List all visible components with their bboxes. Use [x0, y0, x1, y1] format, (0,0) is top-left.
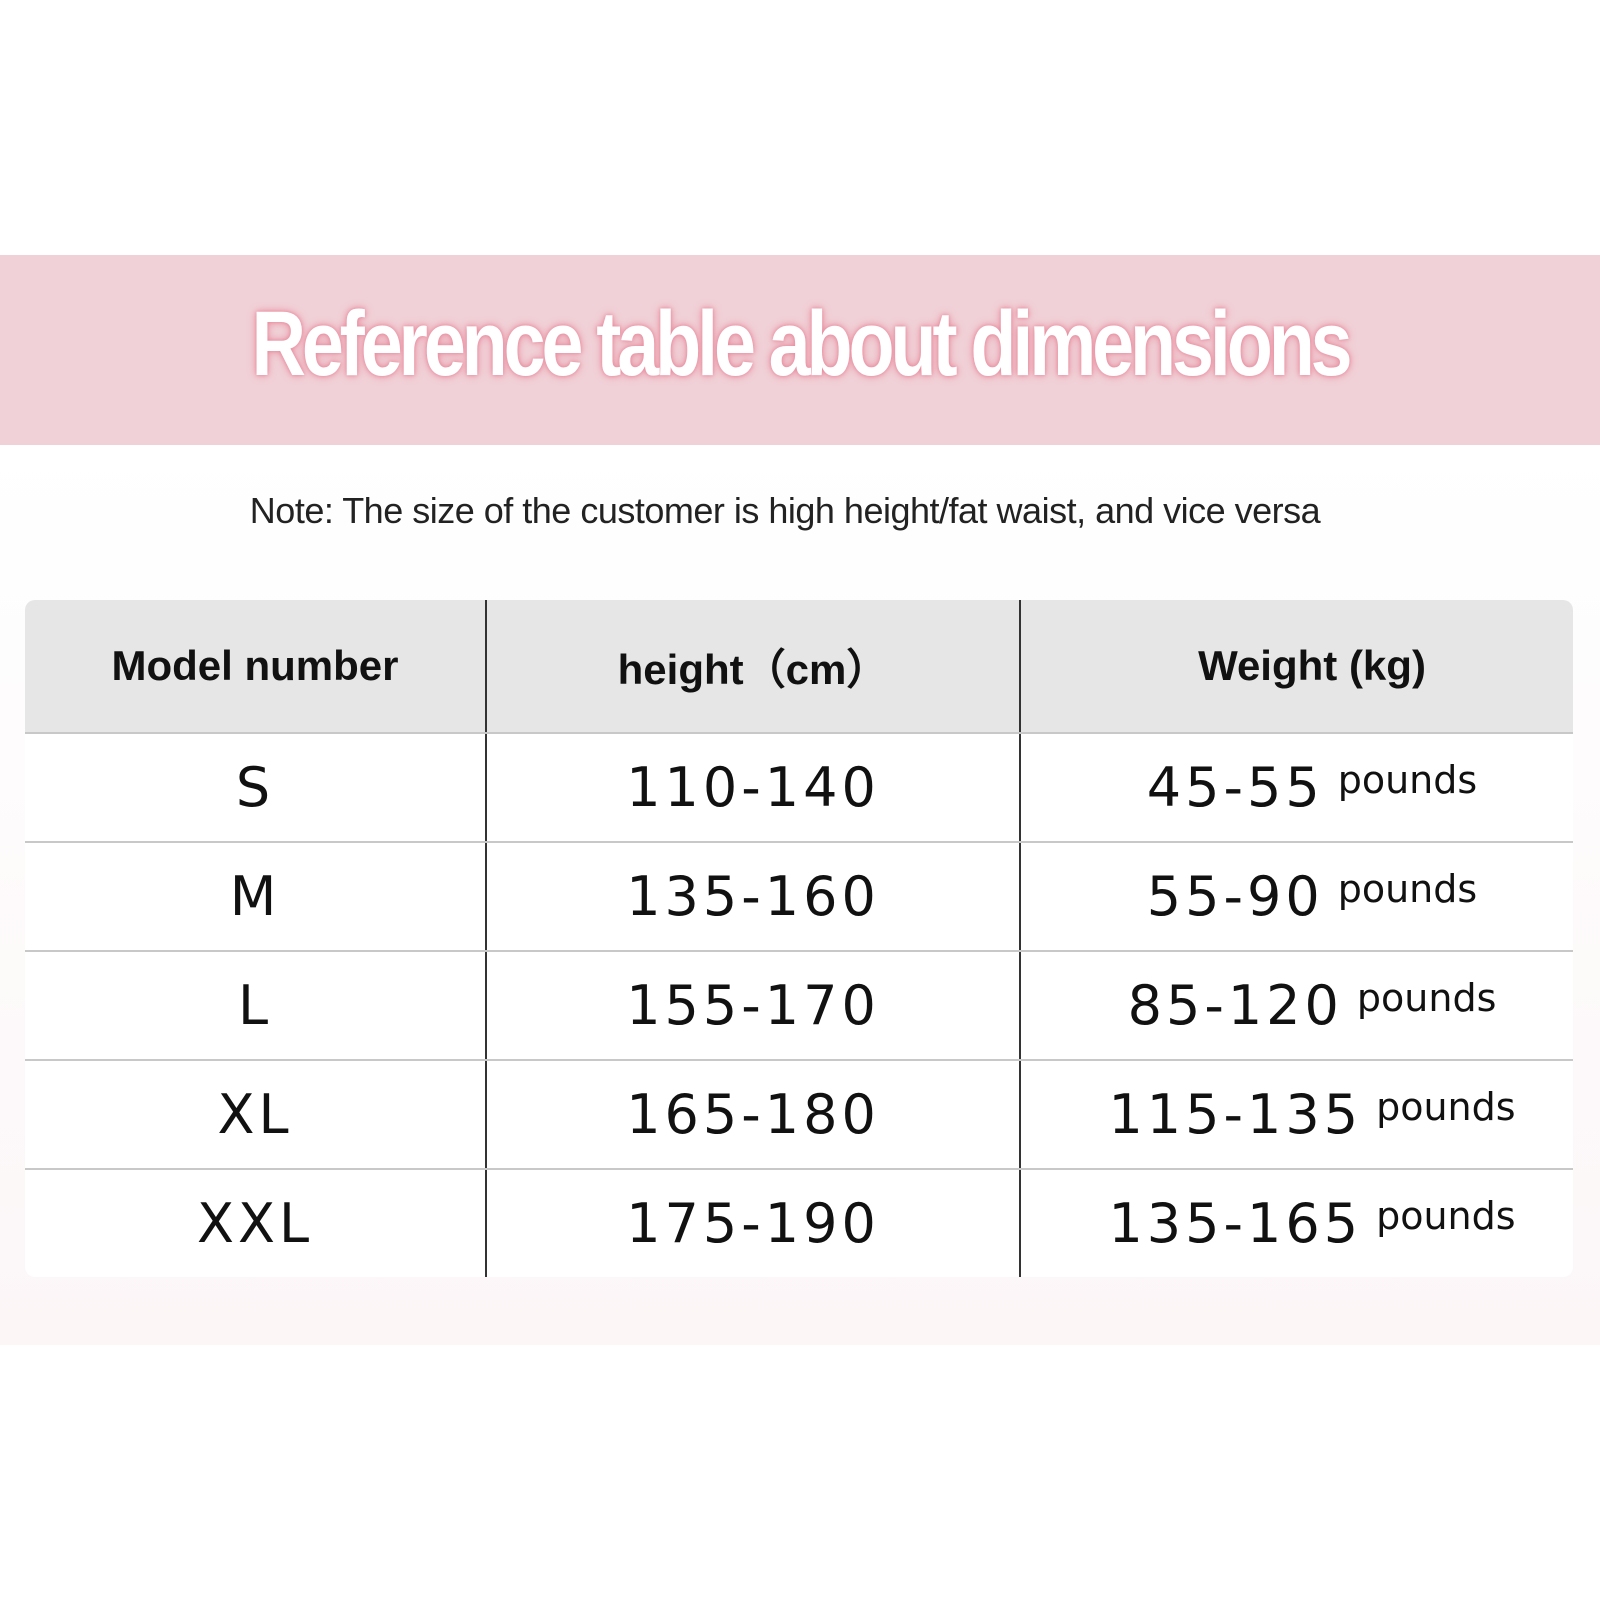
height-cell: 110-140: [487, 734, 1021, 841]
weight-cell: 115-135 pounds: [1021, 1061, 1573, 1168]
weight-unit: pounds: [1337, 757, 1478, 802]
table-row: M 135-160 55-90 pounds: [25, 841, 1573, 950]
weight-cell: 135-165 pounds: [1021, 1170, 1573, 1277]
weight-unit: pounds: [1356, 975, 1497, 1020]
size-cell: XXL: [25, 1170, 487, 1277]
height-cell: 155-170: [487, 952, 1021, 1059]
weight-value: 55-90: [1146, 865, 1324, 928]
weight-value: 85-120: [1127, 974, 1343, 1037]
weight-unit: pounds: [1376, 1193, 1516, 1238]
table-row: S 110-140 45-55 pounds: [25, 732, 1573, 841]
weight-cell: 85-120 pounds: [1021, 952, 1573, 1059]
weight-value: 135-165: [1108, 1192, 1363, 1255]
table-row: L 155-170 85-120 pounds: [25, 950, 1573, 1059]
weight-cell: 55-90 pounds: [1021, 843, 1573, 950]
height-cell: 175-190: [487, 1170, 1021, 1277]
size-cell: M: [25, 843, 487, 950]
column-header-height: height（cm）: [487, 600, 1021, 732]
size-cell: L: [25, 952, 487, 1059]
height-cell: 135-160: [487, 843, 1021, 950]
column-header-weight: Weight (kg): [1198, 642, 1426, 689]
size-table: Model number height（cm） Weight (kg) S 110…: [25, 600, 1573, 1277]
table-row: XL 165-180 115-135 pounds: [25, 1059, 1573, 1168]
weight-unit: pounds: [1376, 1084, 1516, 1129]
weight-cell: 45-55 pounds: [1021, 734, 1573, 841]
height-cell: 165-180: [487, 1061, 1021, 1168]
size-cell: XL: [25, 1061, 487, 1168]
weight-value: 115-135: [1108, 1083, 1363, 1146]
size-cell: S: [25, 734, 487, 841]
page-title: Reference table about dimensions: [251, 293, 1352, 395]
size-note: Note: The size of the customer is high h…: [249, 490, 1321, 531]
table-row: XXL 175-190 135-165 pounds: [25, 1168, 1573, 1277]
title-banner: [0, 255, 1600, 445]
column-header-model: Model number: [25, 600, 487, 732]
weight-value: 45-55: [1146, 756, 1324, 819]
table-header: Model number height（cm） Weight (kg): [25, 600, 1573, 732]
weight-unit: pounds: [1337, 866, 1478, 911]
